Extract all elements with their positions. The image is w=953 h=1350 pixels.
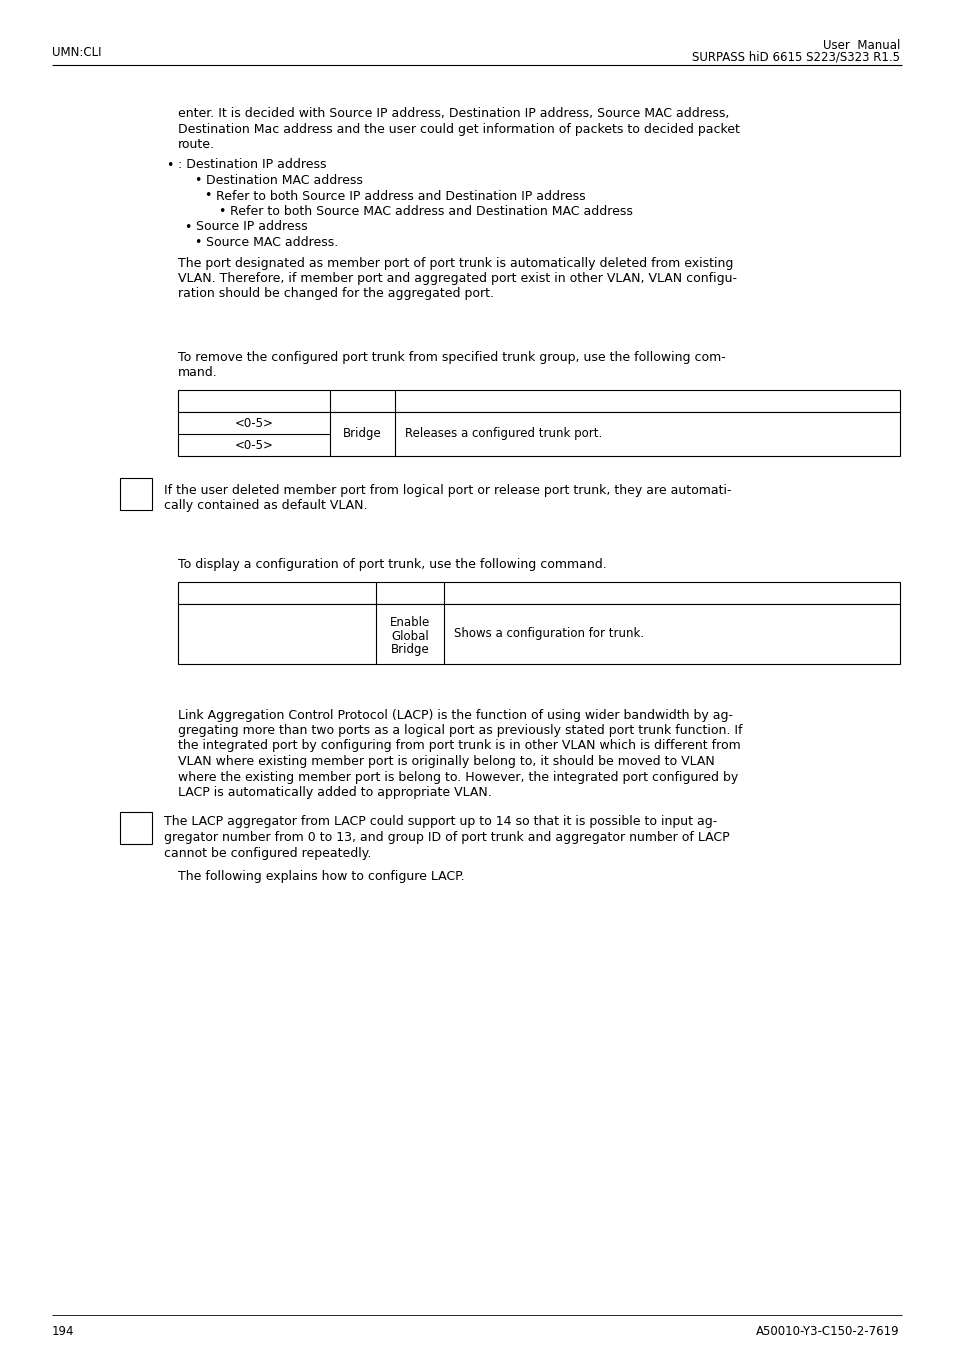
Text: enter. It is decided with Source IP address, Destination IP address, Source MAC : enter. It is decided with Source IP addr… [178,107,729,120]
Text: •: • [193,174,201,188]
Text: SURPASS hiD 6615 S223/S323 R1.5: SURPASS hiD 6615 S223/S323 R1.5 [691,51,899,63]
Bar [178,390,899,412]
Text: UMN:CLI: UMN:CLI [52,46,101,59]
Text: •: • [218,205,225,217]
Text: Bridge: Bridge [390,644,429,656]
Bar [120,811,152,844]
Text: cally contained as default VLAN.: cally contained as default VLAN. [164,500,367,513]
Bar [178,603,899,663]
Bar [120,478,152,510]
Text: the integrated port by configuring from port trunk is in other VLAN which is dif: the integrated port by configuring from … [178,740,740,752]
Text: Releases a configured trunk port.: Releases a configured trunk port. [405,428,601,440]
Text: User  Manual: User Manual [821,39,899,53]
Text: LACP is automatically added to appropriate VLAN.: LACP is automatically added to appropria… [178,786,491,799]
Bar [178,412,899,456]
Text: Refer to both Source IP address and Destination IP address: Refer to both Source IP address and Dest… [215,189,585,202]
Text: •: • [193,236,201,248]
Text: Refer to both Source MAC address and Destination MAC address: Refer to both Source MAC address and Des… [230,205,632,217]
Text: VLAN. Therefore, if member port and aggregated port exist in other VLAN, VLAN co: VLAN. Therefore, if member port and aggr… [178,271,737,285]
Text: where the existing member port is belong to. However, the integrated port config: where the existing member port is belong… [178,771,738,783]
Text: gregator number from 0 to 13, and group ID of port trunk and aggregator number o: gregator number from 0 to 13, and group … [164,832,729,844]
Bar [178,582,899,603]
Text: ration should be changed for the aggregated port.: ration should be changed for the aggrega… [178,288,494,301]
Text: Global: Global [391,629,429,643]
Text: The port designated as member port of port trunk is automatically deleted from e: The port designated as member port of po… [178,256,733,270]
Text: A50010-Y3-C150-2-7619: A50010-Y3-C150-2-7619 [756,1324,899,1338]
Text: gregating more than two ports as a logical port as previously stated port trunk : gregating more than two ports as a logic… [178,724,741,737]
Text: Source IP address: Source IP address [195,220,307,234]
Text: If the user deleted member port from logical port or release port trunk, they ar: If the user deleted member port from log… [164,485,731,497]
Text: 194: 194 [52,1324,74,1338]
Text: Enable: Enable [390,616,430,629]
Text: VLAN where existing member port is originally belong to, it should be moved to V: VLAN where existing member port is origi… [178,755,714,768]
Text: Destination MAC address: Destination MAC address [206,174,362,188]
Text: •: • [166,158,173,171]
Text: Source MAC address.: Source MAC address. [206,236,338,248]
Text: Shows a configuration for trunk.: Shows a configuration for trunk. [454,626,643,640]
Text: cannot be configured repeatedly.: cannot be configured repeatedly. [164,846,371,860]
Text: To remove the configured port trunk from specified trunk group, use the followin: To remove the configured port trunk from… [178,351,725,364]
Text: To display a configuration of port trunk, use the following command.: To display a configuration of port trunk… [178,558,606,571]
Text: •: • [184,220,192,234]
Text: Destination Mac address and the user could get information of packets to decided: Destination Mac address and the user cou… [178,123,740,135]
Text: <0-5>: <0-5> [234,439,274,452]
Text: : Destination IP address: : Destination IP address [178,158,326,171]
Text: Bridge: Bridge [342,428,381,440]
Text: route.: route. [178,138,214,151]
Text: <0-5>: <0-5> [234,417,274,431]
Text: mand.: mand. [178,366,217,379]
Text: The following explains how to configure LACP.: The following explains how to configure … [178,869,464,883]
Text: •: • [204,189,212,202]
Text: Link Aggregation Control Protocol (LACP) is the function of using wider bandwidt: Link Aggregation Control Protocol (LACP)… [178,709,732,721]
Text: The LACP aggregator from LACP could support up to 14 so that it is possible to i: The LACP aggregator from LACP could supp… [164,815,717,829]
